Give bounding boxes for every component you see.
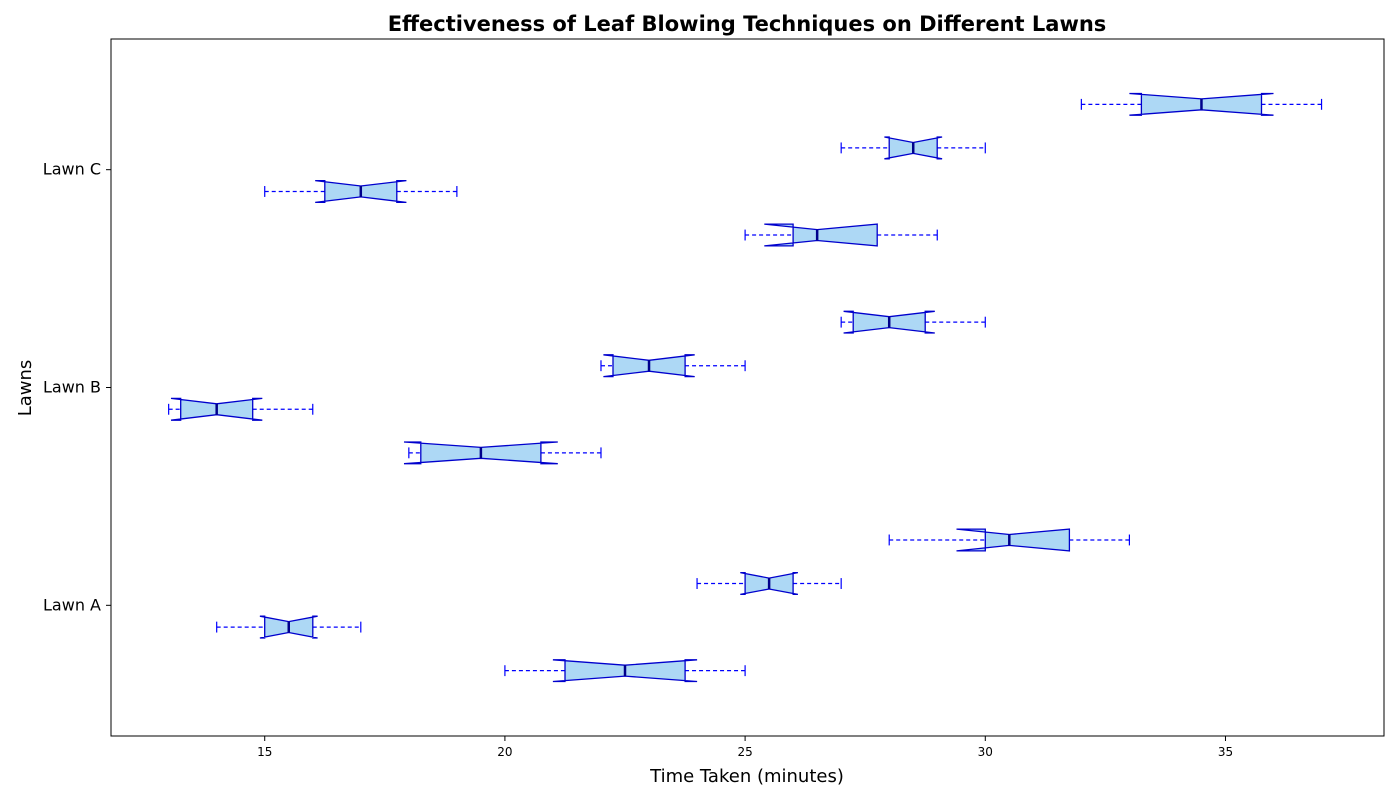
box-lawn-b-6	[600, 354, 746, 378]
box-lawn-c-8	[744, 223, 938, 247]
box-lawn-a-0	[504, 659, 746, 683]
y-tick-label: Lawn A	[43, 595, 101, 614]
y-tick-label: Lawn B	[43, 378, 101, 397]
box-lawn-a-2	[696, 571, 842, 596]
plot-frame	[110, 38, 1385, 737]
y-axis-label: Lawns	[15, 360, 36, 417]
x-tick-label: 20	[497, 745, 512, 759]
box-lawn-a-1	[216, 615, 362, 639]
x-axis-label: Time Taken (minutes)	[649, 766, 844, 787]
box-lawn-b-5	[168, 397, 314, 421]
box-lawn-c-11	[1080, 92, 1323, 116]
y-axis-ticks: Lawn A Lawn B Lawn C	[43, 160, 111, 614]
box-lawn-b-4	[403, 441, 602, 465]
box-body	[956, 528, 1071, 552]
x-tick-label: 15	[257, 745, 272, 759]
x-tick-label: 25	[737, 745, 752, 759]
x-tick-label: 35	[1218, 745, 1233, 759]
box-lawn-b-7	[840, 310, 986, 334]
chart-title: Effectiveness of Leaf Blowing Techniques…	[388, 12, 1107, 36]
x-tick-label: 30	[978, 745, 993, 759]
box-lawn-c-10	[840, 136, 986, 160]
y-tick-label: Lawn C	[43, 160, 101, 179]
box-lawn-c-9	[264, 179, 458, 204]
boxes-layer	[168, 92, 1323, 683]
box-lawn-a-3	[888, 528, 1131, 552]
x-axis-ticks: 15 20 25 30 35	[257, 736, 1233, 759]
box-body	[764, 223, 878, 247]
